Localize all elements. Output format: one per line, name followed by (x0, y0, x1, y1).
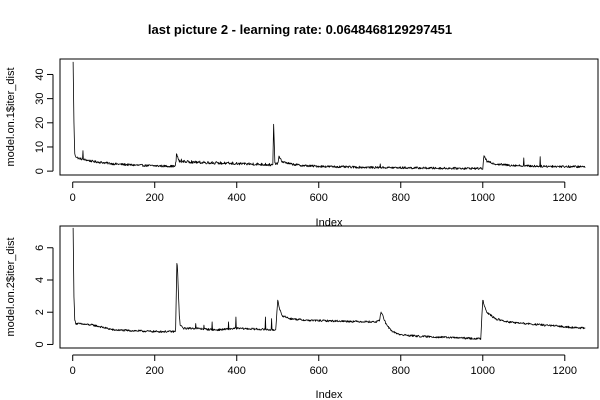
panel-1: 0 200 400 600 800 1000 1200 0 10 20 30 40 Index mod… (5, 58, 599, 229)
x-tick-label: 800 (392, 365, 410, 377)
x-tick-label: 1000 (471, 365, 495, 377)
y-tick-label: 10 (34, 141, 46, 153)
x-tick-label: 1200 (553, 192, 577, 204)
x-axis-label-1: Index (316, 217, 343, 229)
series-line (72, 61, 586, 170)
x-tick-label: 200 (146, 365, 164, 377)
y-tick-label: 0 (34, 168, 46, 174)
x-tick-label: 600 (310, 192, 328, 204)
marks-panel-1: 0 200 400 600 800 1000 1200 0 10 20 30 40 (34, 61, 586, 204)
x-tick-label: 0 (70, 192, 76, 204)
y-axis-label-1: model.on.1$iter_dist (5, 67, 17, 166)
x-tick-label: 600 (310, 365, 328, 377)
y-tick-label: 2 (34, 309, 46, 315)
x-tick-label: 1000 (471, 192, 495, 204)
series-line (72, 227, 586, 340)
y-tick-label: 6 (34, 245, 46, 251)
marks-panel-2: 0 200 400 600 800 1000 1200 0 2 4 6 (34, 227, 586, 377)
y-tick-label: 40 (34, 68, 46, 80)
x-tick-label: 400 (228, 192, 246, 204)
y-tick-label: 0 (34, 341, 46, 347)
plot-frame-1 (59, 58, 599, 176)
chart-title: last picture 2 - learning rate: 0.064846… (148, 22, 452, 37)
x-tick-label: 800 (392, 192, 410, 204)
x-axis-label-2: Index (316, 389, 343, 400)
x-tick-label: 200 (146, 192, 164, 204)
plot-frame-2 (59, 225, 599, 349)
y-tick-label: 30 (34, 93, 46, 105)
y-axis-label-2: model.on.2$iter_dist (5, 237, 17, 336)
y-tick-label: 4 (34, 277, 46, 283)
panel-2: 0 200 400 600 800 1000 1200 0 2 4 6 Index model.on… (5, 225, 599, 400)
x-tick-label: 0 (70, 365, 76, 377)
x-tick-label: 400 (228, 365, 246, 377)
x-tick-label: 1200 (553, 365, 577, 377)
y-tick-label: 20 (34, 117, 46, 129)
